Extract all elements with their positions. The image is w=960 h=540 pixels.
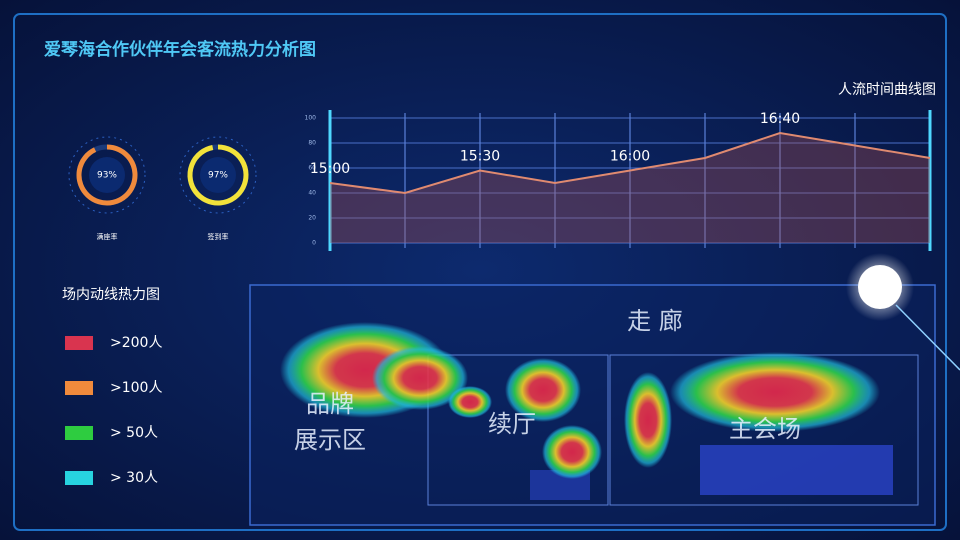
time-label: 16:40: [760, 111, 800, 127]
y-tick-label: 80: [308, 140, 316, 147]
zone-label: 主会场: [729, 415, 801, 443]
line: [329, 131, 931, 195]
room: [427, 354, 609, 506]
title: 爱琴海合作伙伴年会客流热力分析图: [44, 39, 316, 60]
legend-swatch: [65, 336, 93, 350]
gauge-value: 93%: [97, 171, 117, 181]
zone-label: 品牌: [306, 390, 354, 418]
heat-blob: [670, 352, 880, 432]
gauge-arc: [187, 144, 249, 206]
gauge-name: 满座率: [97, 232, 118, 241]
y-tick-label: 40: [308, 190, 316, 197]
heat-blob: [372, 346, 468, 410]
pin: [858, 265, 902, 309]
legend-label: > 50人: [110, 425, 158, 441]
heat-blobs: [280, 322, 880, 479]
y-tick-label: 20: [308, 215, 316, 222]
time-label: 15:30: [460, 149, 500, 165]
heat-blob: [505, 358, 581, 422]
gauge-name: 签到率: [208, 232, 229, 241]
heatmap-title: 场内动线热力图: [62, 287, 160, 303]
zone-label: 走 廊: [627, 307, 683, 335]
legend-swatch: [65, 381, 93, 395]
heat-blob: [542, 425, 602, 479]
frame: [13, 13, 947, 531]
gauge-core: [200, 157, 236, 193]
gauge-ring: [68, 136, 146, 214]
zone-label: 展示区: [294, 426, 366, 454]
time-label: 16:00: [610, 149, 650, 165]
legend-label: >100人: [110, 380, 162, 396]
time-label: 15:00: [310, 161, 350, 177]
y-tick-label: 60: [308, 165, 316, 172]
legend-label: > 30人: [110, 470, 158, 486]
pin-line: [895, 304, 960, 371]
stage: [700, 445, 893, 495]
gauge-value: 97%: [208, 171, 228, 181]
heat-blob: [448, 386, 492, 418]
heat-blob: [624, 372, 672, 468]
zone-label: 续厅: [488, 410, 536, 438]
legend-swatch: [65, 471, 93, 485]
legend-swatch: [65, 426, 93, 440]
legend-label: >200人: [110, 335, 162, 351]
area: [330, 133, 930, 243]
y-tick-label: 0: [312, 240, 316, 247]
y-tick-label: 100: [305, 115, 317, 122]
gauge-arc: [76, 144, 138, 206]
line-chart-title: 人流时间曲线图: [838, 82, 936, 98]
gauge-ring: [179, 136, 257, 214]
gauge-core: [89, 157, 125, 193]
